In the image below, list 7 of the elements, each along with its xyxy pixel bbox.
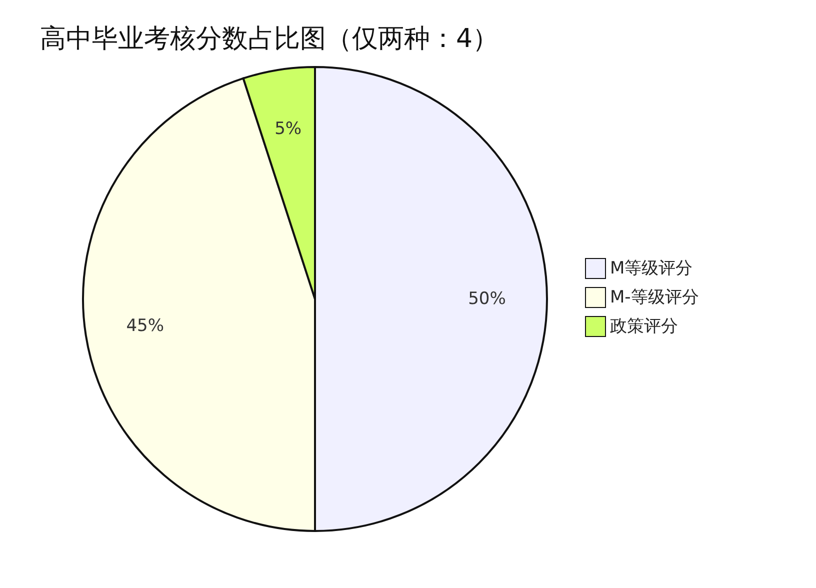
legend-label: M-等级评分 bbox=[610, 288, 699, 308]
legend-label: 政策评分 bbox=[610, 316, 678, 336]
legend-label: M等级评分 bbox=[610, 258, 693, 278]
data-label: 50% bbox=[468, 289, 506, 309]
data-label: 45% bbox=[126, 316, 164, 336]
data-label: 5% bbox=[274, 119, 302, 140]
chart-title: 高中毕业考核分数占比图（仅两种：4） bbox=[40, 24, 499, 54]
